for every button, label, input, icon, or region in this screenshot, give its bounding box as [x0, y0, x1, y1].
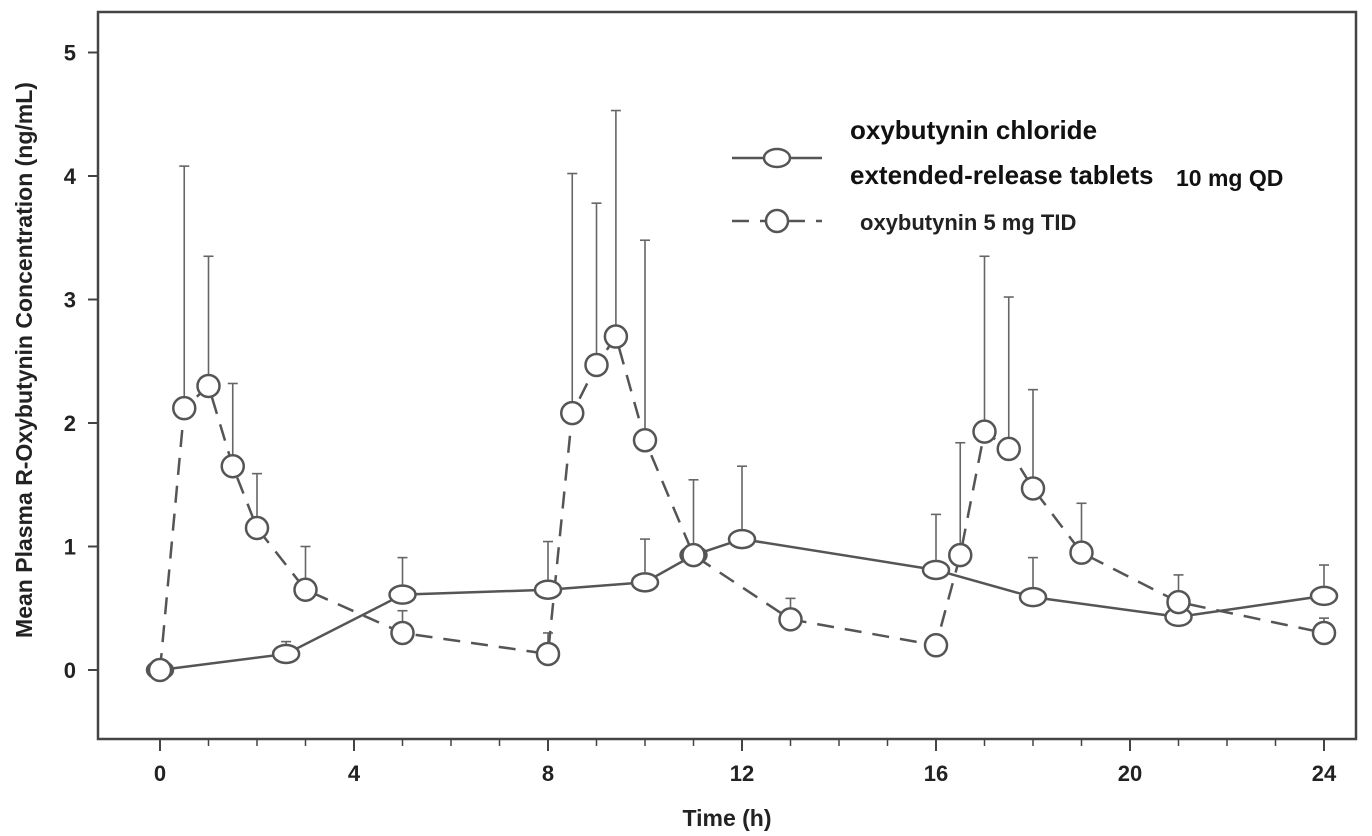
- error-bars: [179, 109, 1329, 644]
- x-axis-label: Time (h): [682, 805, 771, 831]
- series-markers: [145, 324, 1339, 683]
- legend-label-series-2: oxybutynin 5 mg TID: [860, 210, 1076, 235]
- series-line-ir-5mg-tid: [158, 335, 1325, 671]
- data-point-ir-5mg-tid: [147, 657, 173, 683]
- data-point-ir-5mg-tid: [1069, 540, 1094, 565]
- plot-area: [96, 10, 1358, 741]
- x-tick-label: 16: [924, 761, 948, 786]
- data-point-er-10mg-qd: [630, 572, 660, 593]
- y-tick-label: 0: [64, 658, 76, 683]
- data-point-er-10mg-qd: [1309, 585, 1339, 607]
- data-point-ir-5mg-tid: [972, 419, 997, 444]
- data-point-ir-5mg-tid: [535, 641, 561, 667]
- data-point-er-10mg-qd: [921, 559, 951, 581]
- x-tick-label: 20: [1118, 761, 1142, 786]
- legend-entry-ir-tid: oxybutynin 5 mg TID: [732, 208, 1076, 235]
- data-point-ir-5mg-tid: [293, 577, 318, 602]
- data-point-ir-5mg-tid: [390, 620, 415, 646]
- y-tick-label: 4: [64, 164, 77, 189]
- data-point-ir-5mg-tid: [632, 428, 658, 453]
- data-point-er-10mg-qd: [1018, 586, 1048, 608]
- data-point-er-10mg-qd: [533, 579, 563, 600]
- x-axis-ticks: [159, 739, 1325, 751]
- legend-solid-marker-swatch: [762, 147, 792, 169]
- y-tick-label: 1: [64, 535, 76, 560]
- y-tick-label: 5: [64, 41, 76, 66]
- y-tick-label: 3: [64, 288, 76, 313]
- data-point-er-10mg-qd: [388, 584, 417, 605]
- legend-label-series-1-suffix: 10 mg QD: [1176, 165, 1283, 191]
- data-point-ir-5mg-tid: [584, 352, 609, 378]
- data-point-er-10mg-qd: [727, 528, 757, 550]
- data-point-ir-5mg-tid: [923, 633, 949, 658]
- legend-entry-er-tablets: oxybutynin chloride extended-release tab…: [732, 115, 1283, 191]
- x-tick-label: 24: [1312, 761, 1337, 786]
- x-axis-tick-labels: 0 4 8 12 16 20 24: [154, 761, 1337, 786]
- legend-label-series-1-line1: oxybutynin chloride: [850, 115, 1097, 145]
- y-axis-label: Mean Plasma R-Oxybutynin Concentration (…: [11, 82, 37, 638]
- y-axis-tick-labels: 0 1 2 3 4 5: [64, 41, 77, 684]
- y-tick-label: 2: [64, 411, 76, 436]
- x-tick-label: 0: [154, 761, 166, 786]
- data-point-ir-5mg-tid: [778, 607, 803, 632]
- data-point-ir-5mg-tid: [996, 436, 1021, 462]
- data-point-ir-5mg-tid: [1166, 589, 1191, 615]
- data-point-ir-5mg-tid: [244, 515, 270, 541]
- data-point-ir-5mg-tid: [220, 453, 245, 479]
- data-point-ir-5mg-tid: [1311, 620, 1337, 646]
- data-point-ir-5mg-tid: [560, 400, 585, 426]
- x-tick-label: 4: [348, 761, 361, 786]
- y-axis-ticks: [88, 51, 98, 671]
- data-point-ir-5mg-tid: [681, 542, 706, 568]
- legend-label-series-1-line2: extended-release tablets: [850, 160, 1153, 190]
- data-point-er-10mg-qd: [271, 643, 301, 665]
- data-point-ir-5mg-tid: [1020, 476, 1046, 501]
- x-tick-label: 8: [542, 761, 554, 786]
- data-point-ir-5mg-tid: [603, 324, 629, 349]
- legend-dashed-marker-swatch: [764, 208, 790, 234]
- x-tick-label: 12: [730, 761, 754, 786]
- legend: oxybutynin chloride extended-release tab…: [732, 115, 1283, 235]
- data-point-ir-5mg-tid: [948, 542, 973, 568]
- data-point-ir-5mg-tid: [172, 395, 197, 421]
- data-point-ir-5mg-tid: [196, 373, 221, 399]
